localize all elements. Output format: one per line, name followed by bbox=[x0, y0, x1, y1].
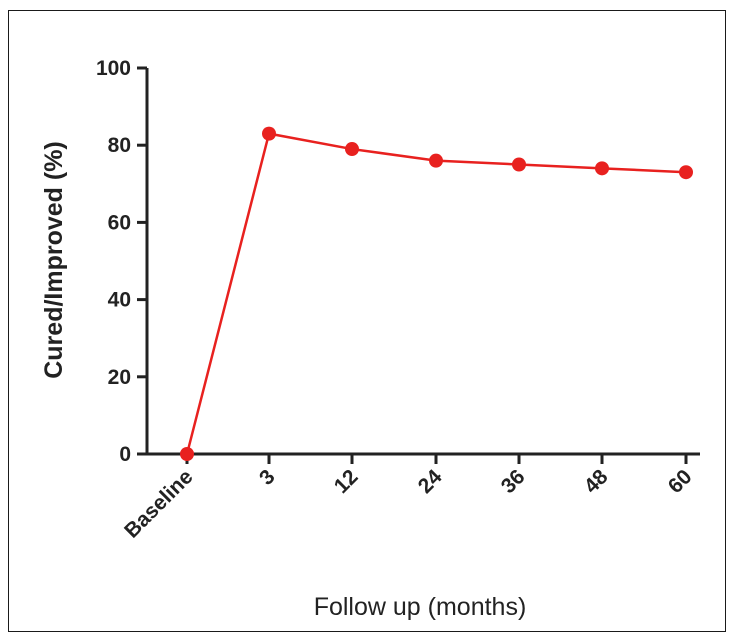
x-tick-label: 3 bbox=[255, 465, 280, 490]
data-point bbox=[180, 447, 194, 461]
data-point bbox=[429, 153, 443, 168]
x-tick-label: Baseline bbox=[120, 465, 197, 542]
series-line bbox=[185, 132, 687, 455]
y-axis: 0 20 40 60 80 100 bbox=[96, 57, 149, 466]
data-point bbox=[679, 165, 693, 180]
x-tick-label: 24 bbox=[414, 465, 447, 498]
x-tick-label: 36 bbox=[497, 465, 530, 498]
x-axis: Baseline 3 12 24 36 48 60 bbox=[120, 452, 700, 543]
data-point bbox=[262, 126, 276, 141]
y-tick-label: 40 bbox=[108, 289, 131, 312]
x-axis-title: Follow up (months) bbox=[314, 593, 527, 621]
y-tick-label: 100 bbox=[96, 57, 131, 80]
y-tick-label: 20 bbox=[108, 366, 131, 389]
y-axis-title: Cured/Improved (%) bbox=[40, 141, 68, 379]
y-tick-label: 60 bbox=[108, 211, 131, 234]
chart-frame bbox=[8, 10, 726, 632]
data-point bbox=[512, 157, 526, 172]
data-point bbox=[595, 161, 609, 176]
x-tick-label: 60 bbox=[664, 465, 697, 498]
data-point bbox=[345, 142, 359, 157]
series-group bbox=[180, 126, 693, 461]
y-tick-label: 0 bbox=[119, 443, 131, 466]
x-tick-label: 48 bbox=[580, 465, 613, 498]
x-tick-label: 12 bbox=[330, 465, 363, 498]
y-tick-label: 80 bbox=[108, 134, 131, 157]
